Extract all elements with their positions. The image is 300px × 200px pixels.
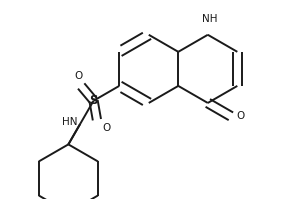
Text: O: O xyxy=(75,71,83,81)
Text: NH: NH xyxy=(202,14,217,24)
Text: S: S xyxy=(89,94,98,107)
Text: O: O xyxy=(236,111,244,121)
Text: O: O xyxy=(102,123,110,133)
Text: HN: HN xyxy=(62,117,77,127)
